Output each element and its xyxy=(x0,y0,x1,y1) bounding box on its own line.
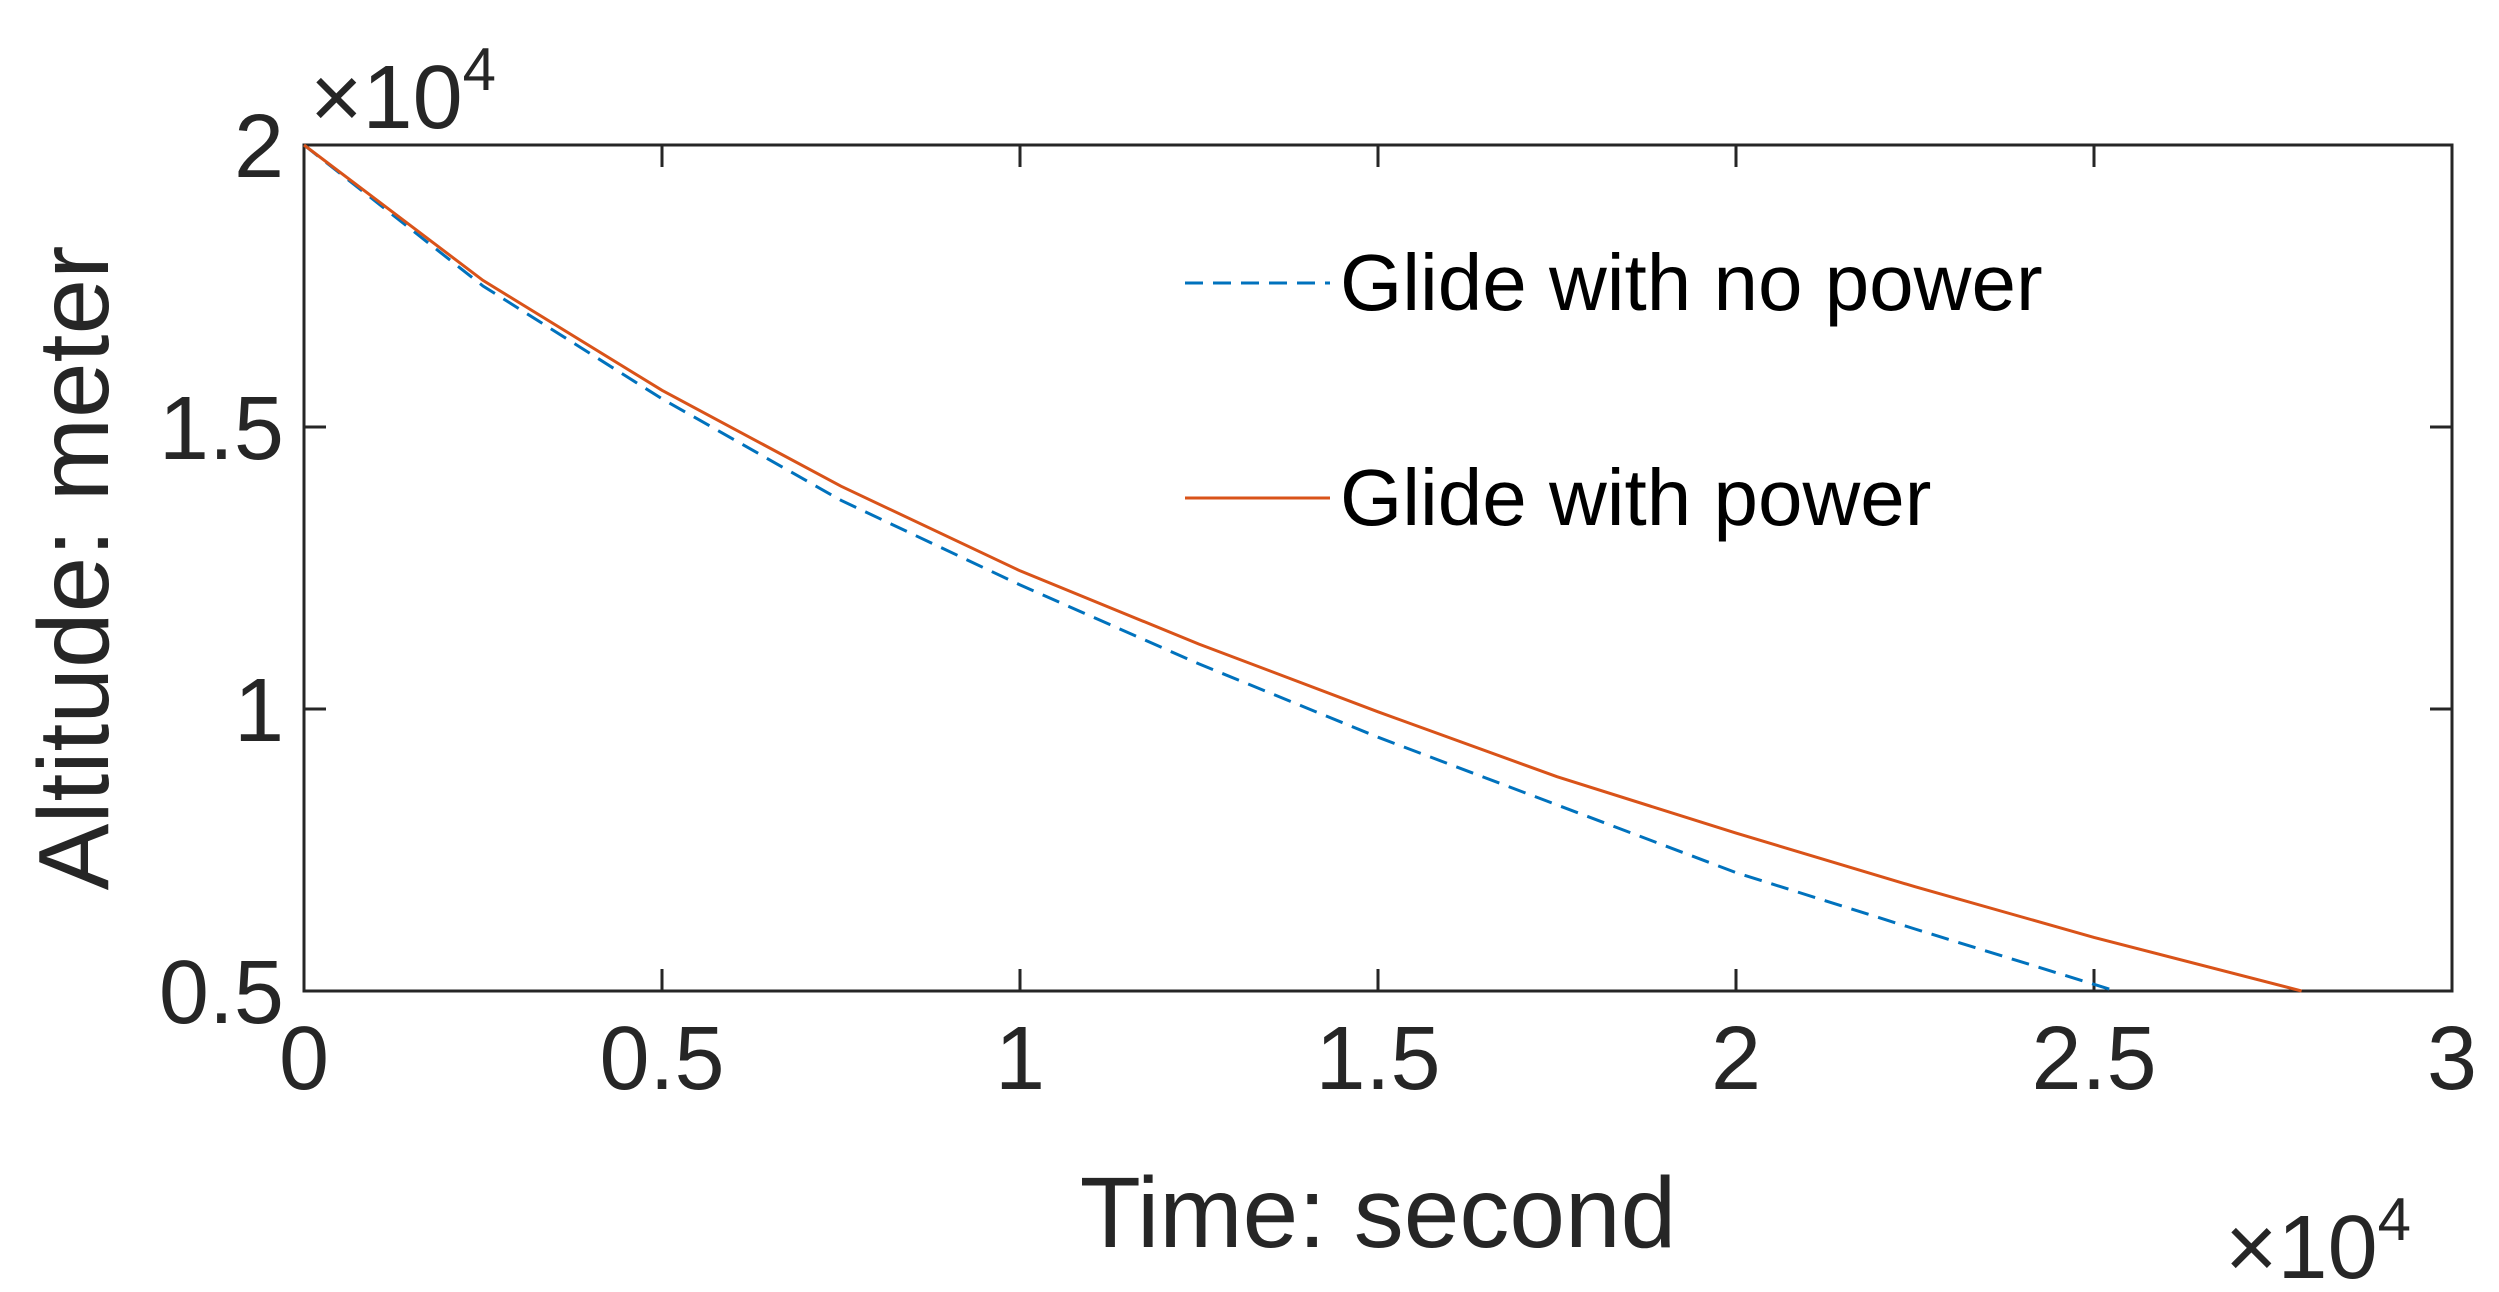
y-tick-label: 1 xyxy=(234,661,284,761)
y-axis-label: Altitude: meter xyxy=(18,246,130,891)
series-line-power xyxy=(303,143,2302,993)
series-line-no-power xyxy=(303,143,2116,993)
x-tick-label: 0.5 xyxy=(599,1009,724,1109)
legend-label-no-power: Glide with no power xyxy=(1340,238,2043,327)
series-lines xyxy=(303,143,2302,993)
legend: Glide with no power Glide with power xyxy=(1185,238,2043,542)
x-tick-label: 0 xyxy=(279,1009,329,1109)
plot-area xyxy=(302,143,2454,993)
x-tick-label: 2 xyxy=(1711,1009,1761,1109)
y-tick-label: 1.5 xyxy=(159,379,284,479)
x-tick-label: 1 xyxy=(995,1009,1045,1109)
y-axis-ticks: 0.5 1 1.5 2 xyxy=(159,97,2452,1043)
x-axis-multiplier: ×104 xyxy=(2225,1186,2411,1292)
y-tick-label: 2 xyxy=(234,97,284,197)
legend-label-power: Glide with power xyxy=(1340,453,1931,542)
x-axis-ticks: 0 0.5 1 1.5 2 2.5 3 xyxy=(279,145,2477,1109)
y-tick-label: 0.5 xyxy=(159,943,284,1043)
x-axis-label: Time: second xyxy=(1080,1157,1677,1269)
x-tick-label: 3 xyxy=(2427,1009,2477,1109)
x-tick-label: 1.5 xyxy=(1315,1009,1440,1109)
y-axis-multiplier: ×104 xyxy=(310,36,496,148)
x-tick-label: 2.5 xyxy=(2031,1009,2156,1109)
